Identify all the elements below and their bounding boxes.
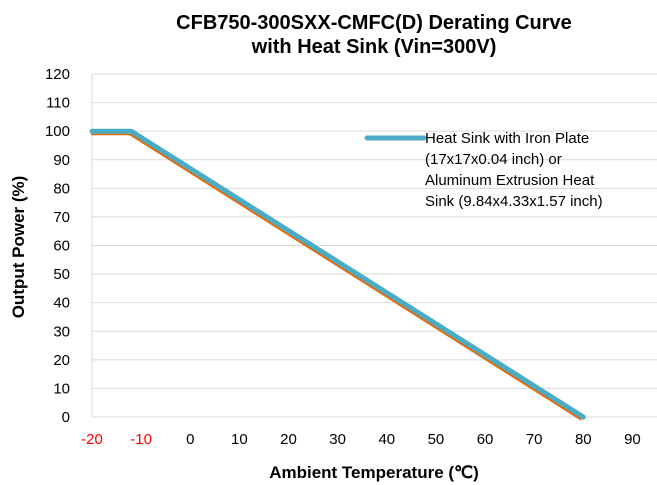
x-tick-label: -20 xyxy=(81,431,103,448)
y-tick-label: 120 xyxy=(45,66,70,83)
legend-label-line-1: Heat Sink with Iron Plate xyxy=(425,130,589,147)
y-tick-label: 10 xyxy=(53,380,70,397)
y-tick-label: 20 xyxy=(53,352,70,369)
y-tick-label: 30 xyxy=(53,323,70,340)
y-tick-label: 50 xyxy=(53,266,70,283)
y-tick-label: 90 xyxy=(53,152,70,169)
x-axis-title: Ambient Temperature (℃) xyxy=(269,463,479,482)
y-tick-label: 80 xyxy=(53,180,70,197)
y-tick-label: 60 xyxy=(53,238,70,255)
y-tick-label: 40 xyxy=(53,295,70,312)
x-tick-label: 50 xyxy=(428,431,445,448)
y-tick-label: 70 xyxy=(53,209,70,226)
legend-label-line-2: (17x17x0.04 inch) or xyxy=(425,151,562,168)
legend-label-line-3: Aluminum Extrusion Heat xyxy=(425,172,595,189)
y-tick-labels: 0 10 20 30 40 50 60 70 80 90 100 110 120 xyxy=(45,66,70,426)
x-tick-label: 70 xyxy=(526,431,543,448)
x-tick-label: 60 xyxy=(477,431,494,448)
x-tick-label: 80 xyxy=(575,431,592,448)
x-tick-label: 30 xyxy=(329,431,346,448)
y-axis-title: Output Power (%) xyxy=(9,176,28,319)
x-tick-label: 90 xyxy=(624,431,641,448)
x-tick-label: -10 xyxy=(130,431,152,448)
x-tick-label: 10 xyxy=(231,431,248,448)
x-tick-labels: -20 -10 0 10 20 30 40 50 60 70 80 90 xyxy=(81,431,641,448)
legend: Heat Sink with Iron Plate (17x17x0.04 in… xyxy=(364,130,603,210)
x-tick-label: 0 xyxy=(186,431,194,448)
chart-title-line-1: CFB750-300SXX-CMFC(D) Derating Curve xyxy=(176,12,572,34)
x-tick-label: 40 xyxy=(378,431,395,448)
y-tick-label: 0 xyxy=(62,409,70,426)
series-lines xyxy=(89,128,586,421)
legend-label-line-4: Sink (9.84x4.33x1.57 inch) xyxy=(425,193,603,210)
x-tick-label: 20 xyxy=(280,431,297,448)
chart-title-line-2: with Heat Sink (Vin=300V) xyxy=(251,36,497,58)
series-line xyxy=(89,128,586,420)
y-tick-label: 100 xyxy=(45,123,70,140)
gridlines xyxy=(91,73,657,418)
y-tick-label: 110 xyxy=(46,95,70,112)
